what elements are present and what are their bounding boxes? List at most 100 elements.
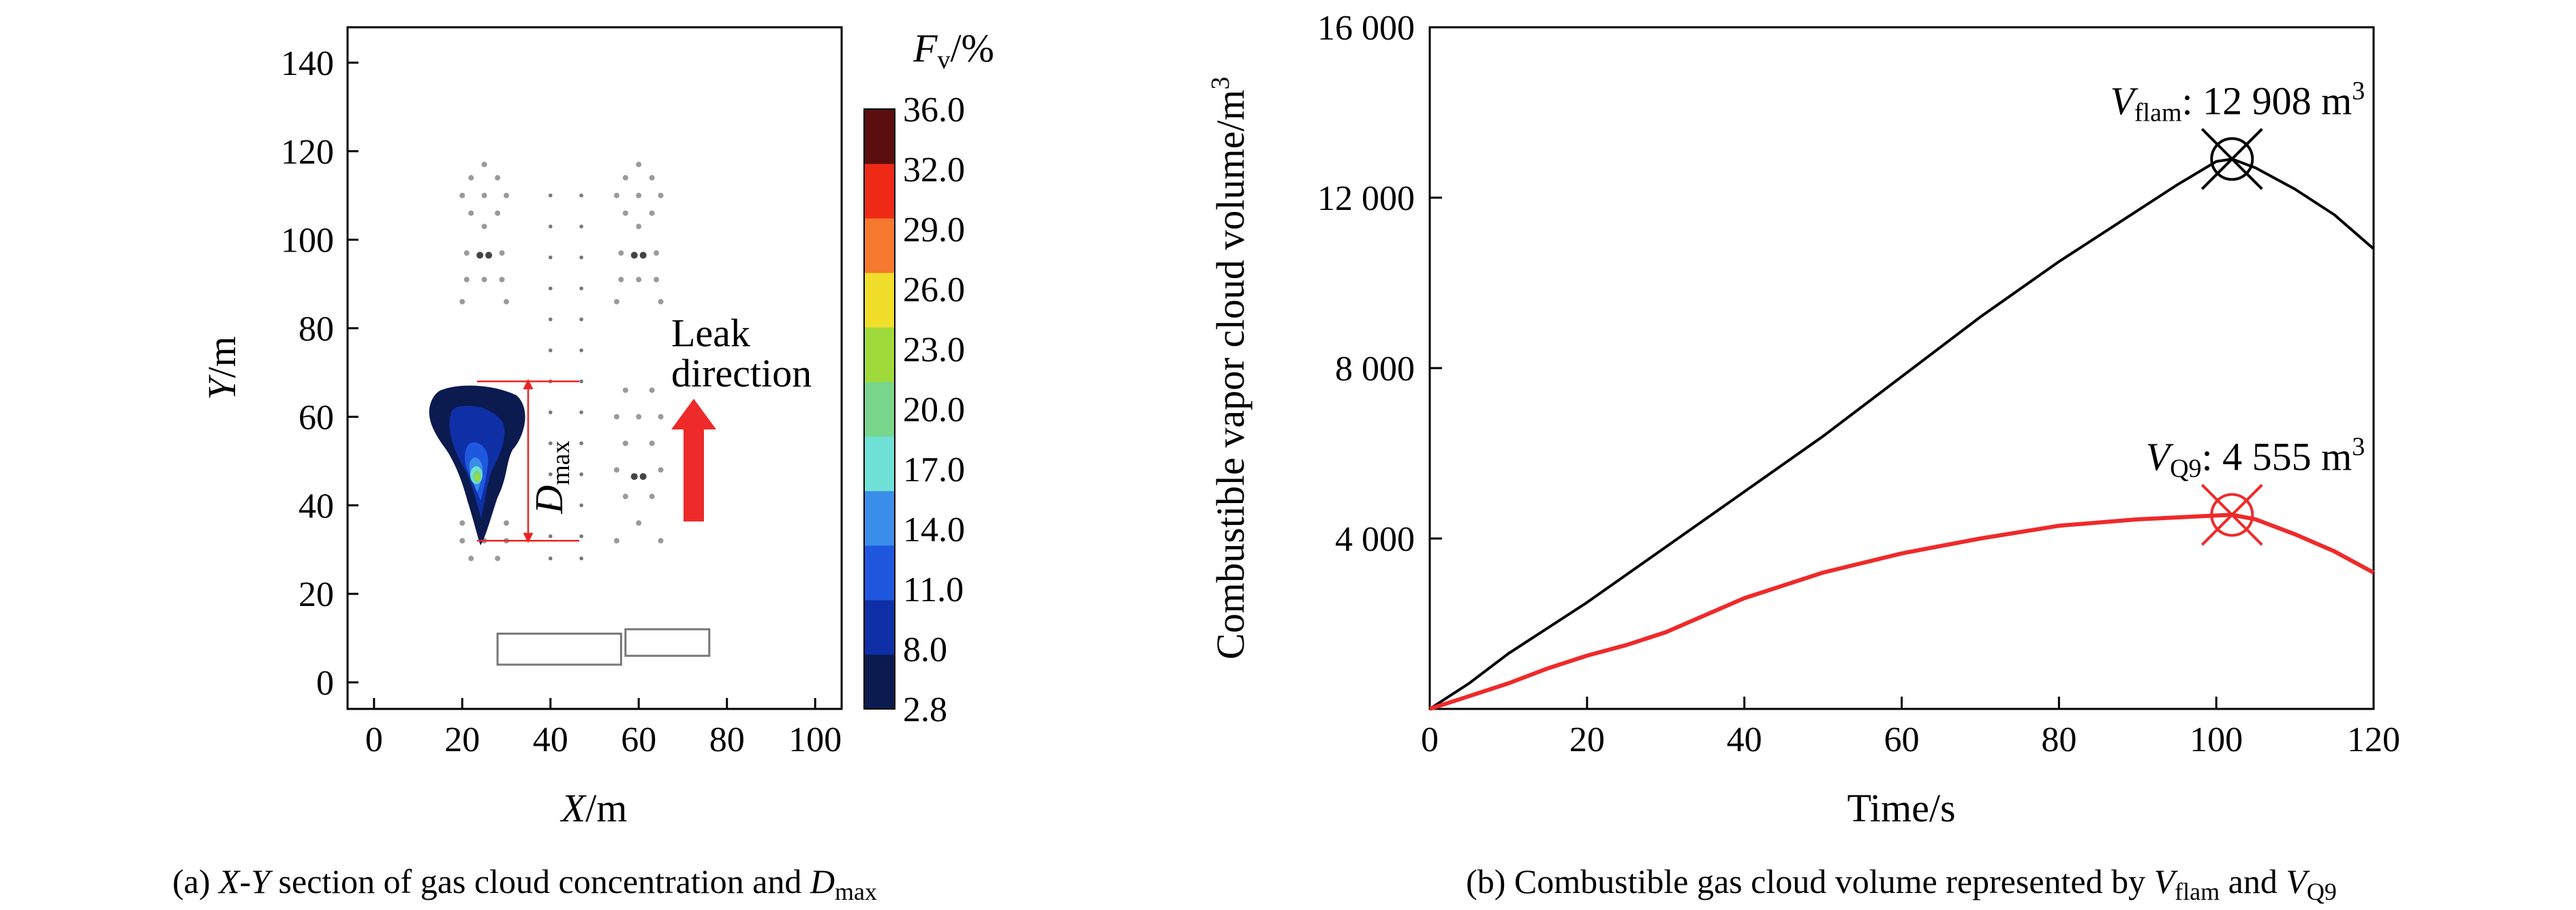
colorbar-swatch — [864, 436, 895, 491]
equipment-dot — [658, 538, 664, 544]
equipment-dot — [579, 286, 583, 290]
colorbar-level-label: 36.0 — [903, 91, 965, 130]
colorbar-swatch — [864, 382, 895, 437]
equipment-dot — [613, 538, 619, 544]
equipment-dot — [613, 299, 619, 305]
colorbar-swatch — [864, 491, 895, 546]
panel-b-caption: (b) Combustible gas cloud volume represe… — [1466, 862, 2337, 905]
cloud-level-23.0 — [475, 474, 480, 481]
panel-a-x-ticks: 0 20 40 60 80 100 — [365, 698, 842, 759]
equipment-dot — [481, 192, 487, 198]
panel-b-series — [1428, 157, 2375, 711]
equipment-dot — [548, 534, 553, 539]
equipment-dot — [654, 277, 660, 283]
equipment-block — [496, 633, 622, 666]
y-tick-label: 16 000 — [1317, 9, 1415, 48]
x-tick-label: 0 — [365, 721, 383, 759]
equipment-dot — [622, 210, 628, 216]
colorbar-swatch — [864, 273, 895, 328]
y-tick-label: 100 — [281, 222, 334, 260]
equipment-dot — [622, 494, 628, 500]
equipment-dot — [495, 556, 501, 562]
equipment-dot — [548, 503, 553, 508]
y-tick-label: 60 — [298, 398, 334, 437]
x-tick-label: 60 — [621, 721, 656, 759]
equipment-dot — [649, 494, 655, 500]
equipment-dots — [459, 162, 664, 562]
colorbar-level-label: 14.0 — [903, 511, 965, 549]
colorbar-swatch — [864, 109, 895, 164]
equipment-dot — [548, 441, 553, 446]
series-line-vflam — [1428, 157, 2375, 710]
vq9-peak-label: VQ9: 4 555 m3 — [2146, 432, 2365, 483]
equipment-dot — [481, 162, 487, 168]
equipment-dot — [658, 414, 664, 420]
y-tick-label: 12 000 — [1317, 179, 1415, 218]
equipment-dot — [636, 224, 642, 230]
colorbar-level-label: 20.0 — [903, 391, 965, 429]
equipment-dot — [463, 250, 470, 256]
y-tick-label: 120 — [281, 133, 334, 172]
equipment-dot — [579, 472, 583, 476]
equipment-dot — [579, 224, 583, 229]
equipment-blocks — [496, 628, 711, 666]
vflam-peak-label: Vflam: 12 908 m3 — [2110, 76, 2365, 127]
equipment-dot — [504, 299, 510, 305]
panel-a-x-axis-label: X/m — [560, 786, 628, 830]
equipment-dot — [579, 410, 583, 414]
gas-cloud-contour — [429, 385, 525, 545]
equipment-dot — [468, 210, 474, 216]
panel-b-line-chart: 4 000 8 000 12 000 16 000 0 20 40 60 80 100 120 V… — [1206, 9, 2400, 905]
panel-a-plot-frame — [346, 26, 843, 710]
panel-b-annotations: Vflam: 12 908 m3 VQ9: 4 555 m3 — [2110, 76, 2365, 546]
colorbar-level-label: 17.0 — [903, 451, 965, 489]
y-tick-label: 0 — [316, 664, 334, 703]
y-tick-label: 8 000 — [1335, 350, 1415, 389]
equipment-dot — [468, 175, 474, 181]
equipment-dot — [548, 556, 553, 561]
equipment-dot — [613, 414, 619, 420]
colorbar-swatch — [864, 164, 895, 219]
equipment-dot — [481, 277, 487, 283]
colorbar-swatch — [864, 327, 895, 382]
equipment-dot — [548, 472, 553, 476]
x-tick-label: 60 — [1884, 721, 1920, 759]
panel-b-x-axis-label: Time/s — [1847, 786, 1955, 830]
panel-b-y-axis-label: Combustible vapor cloud volume/m3 — [1206, 76, 1253, 659]
colorbar-level-label: 29.0 — [903, 211, 965, 249]
dmax-dimension: Dmax — [477, 378, 579, 543]
equipment-dot — [579, 193, 583, 198]
equipment-dot — [658, 192, 664, 198]
x-tick-label: 120 — [2347, 721, 2400, 759]
equipment-dot — [579, 534, 583, 539]
equipment-dot — [459, 192, 465, 198]
equipment-dot — [636, 414, 642, 420]
colorbar-frame — [863, 108, 895, 710]
equipment-dot — [613, 467, 619, 473]
equipment-dot — [658, 467, 664, 473]
leak-direction-label-line1: Leak — [671, 311, 750, 355]
equipment-dot — [476, 252, 484, 259]
equipment-dot — [499, 250, 505, 256]
x-tick-label: 0 — [1421, 721, 1439, 759]
panel-a-caption: (a) X-Y section of gas cloud concentrati… — [172, 862, 877, 905]
y-tick-label: 20 — [298, 575, 334, 614]
equipment-dot — [622, 440, 628, 446]
colorbar-level-label: 8.0 — [903, 631, 947, 669]
x-tick-label: 20 — [444, 721, 480, 759]
y-tick-label: 40 — [298, 487, 334, 526]
equipment-dot — [639, 252, 647, 259]
panel-b-y-ticks: 4 000 8 000 12 000 16 000 — [1317, 9, 1442, 559]
panel-b-x-ticks: 0 20 40 60 80 100 120 — [1421, 697, 2400, 759]
equipment-dot — [636, 192, 642, 198]
x-tick-label: 20 — [1569, 721, 1605, 759]
equipment-dot — [618, 277, 624, 283]
equipment-block — [624, 628, 711, 657]
equipment-dot — [463, 277, 470, 283]
equipment-dot — [495, 175, 501, 181]
equipment-dot — [548, 410, 553, 414]
equipment-dot — [636, 520, 642, 526]
equipment-dot — [459, 538, 465, 544]
